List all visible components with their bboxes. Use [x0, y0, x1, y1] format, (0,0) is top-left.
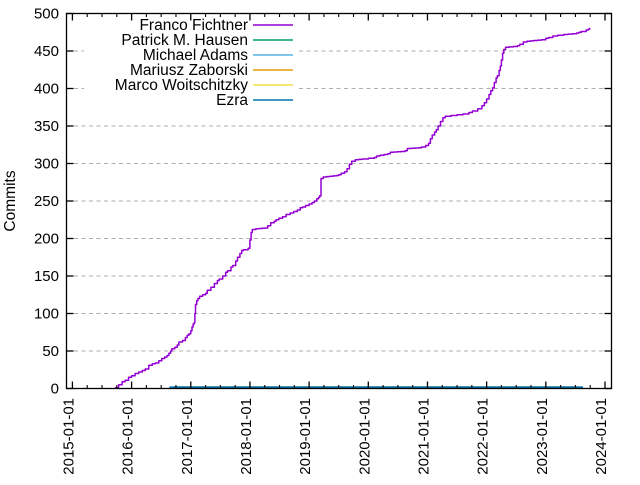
xtick-label-5: 2020-01-01 [356, 398, 373, 475]
legend-label-2: Michael Adams [143, 47, 248, 64]
y-axis-title: Commits [2, 170, 19, 231]
ytick-label-8: 400 [34, 81, 59, 98]
ytick-label-2: 100 [34, 306, 59, 323]
ytick-label-0: 0 [51, 381, 59, 398]
xtick-label-2: 2017-01-01 [179, 398, 196, 475]
ytick-label-5: 250 [34, 193, 59, 210]
xtick-label-3: 2018-01-01 [238, 398, 255, 475]
ytick-label-1: 50 [42, 343, 59, 360]
xtick-label-0: 2015-01-01 [60, 398, 77, 475]
legend-label-0: Franco Fichtner [139, 17, 248, 34]
ytick-label-4: 200 [34, 231, 59, 248]
legend-label-3: Mariusz Zaborski [130, 62, 248, 79]
ytick-label-3: 150 [34, 268, 59, 285]
legend-background [84, 16, 298, 108]
xtick-label-6: 2021-01-01 [415, 398, 432, 475]
legend-label-5: Ezra [216, 92, 248, 109]
xtick-label-7: 2022-01-01 [475, 398, 492, 475]
xtick-label-4: 2019-01-01 [297, 398, 314, 475]
legend-label-1: Patrick M. Hausen [121, 32, 248, 49]
ytick-label-9: 450 [34, 43, 59, 60]
xtick-label-1: 2016-01-01 [120, 398, 137, 475]
ytick-label-7: 350 [34, 118, 59, 135]
xtick-label-9: 2024-01-01 [593, 398, 610, 475]
legend-label-4: Marco Woitschitzky [115, 77, 248, 94]
series-line-0 [115, 27, 591, 389]
ytick-label-10: 500 [34, 6, 59, 23]
xtick-label-8: 2023-01-01 [534, 398, 551, 475]
ytick-label-6: 300 [34, 156, 59, 173]
